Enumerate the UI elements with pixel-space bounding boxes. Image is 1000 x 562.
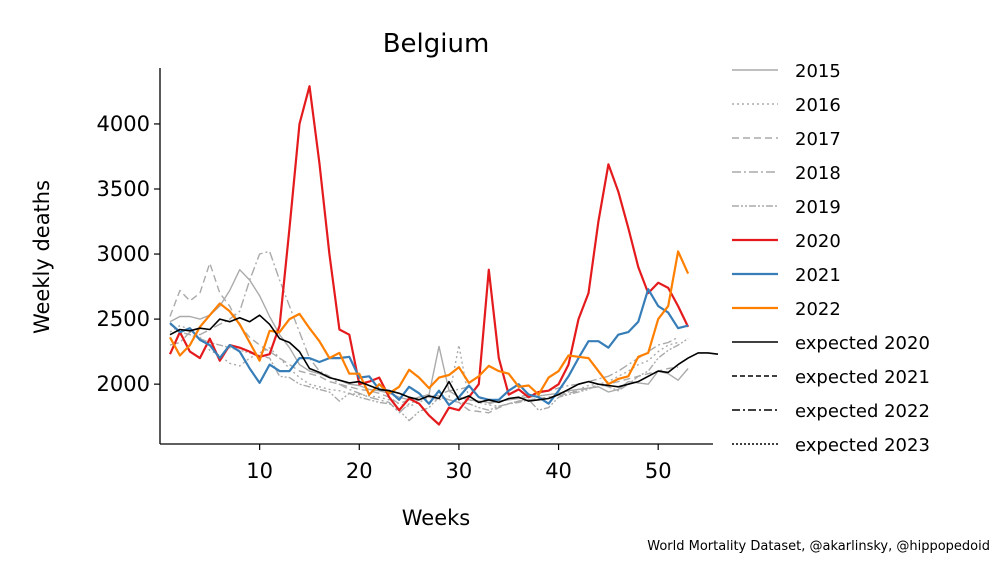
series-line-5 (168, 85, 690, 426)
x-tick-label: 40 (545, 459, 572, 483)
x-tick-label: 50 (645, 459, 672, 483)
series-line-8 (169, 314, 719, 404)
legend-label-10: expected 2022 (795, 401, 930, 422)
source-note: World Mortality Dataset, @akarlinsky, @h… (647, 539, 990, 554)
x-tick-label: 10 (246, 459, 273, 483)
legend-label-1: 2016 (795, 95, 841, 116)
legend-label-9: expected 2021 (795, 367, 930, 388)
chart-legend: 2015 2016 2017 2018 2019 2020 2021 2022 expected… (732, 61, 930, 456)
legend-label-6: 2021 (795, 265, 841, 286)
x-tick-label: 30 (446, 459, 473, 483)
legend-label-11: expected 2023 (795, 435, 930, 456)
series-line-7 (169, 250, 690, 396)
legend-label-7: 2022 (795, 299, 841, 320)
chart-title: Belgium (383, 29, 490, 59)
x-tick-label: 20 (346, 459, 373, 483)
x-axis-label: Weeks (402, 506, 470, 530)
y-tick-label: 3500 (97, 177, 150, 201)
y-tick-label: 3000 (97, 242, 150, 266)
y-axis-label: Weekly deaths (30, 180, 54, 334)
y-tick-label: 2000 (97, 372, 150, 396)
legend-label-5: 2020 (795, 231, 841, 252)
y-tick-label: 4000 (97, 112, 150, 136)
series-line-6 (169, 288, 689, 407)
chart-axes: 10 20 30 40 50 2000 2500 3000 3500 4000 (97, 68, 713, 483)
legend-label-2: 2017 (795, 129, 841, 150)
legend-label-0: 2015 (795, 61, 841, 82)
legend-label-4: 2019 (795, 197, 841, 218)
y-tick-label: 2500 (97, 307, 150, 331)
legend-label-3: 2018 (795, 163, 841, 184)
chart-series (168, 85, 719, 426)
legend-label-8: expected 2020 (795, 333, 930, 354)
series-line-1 (169, 324, 679, 407)
